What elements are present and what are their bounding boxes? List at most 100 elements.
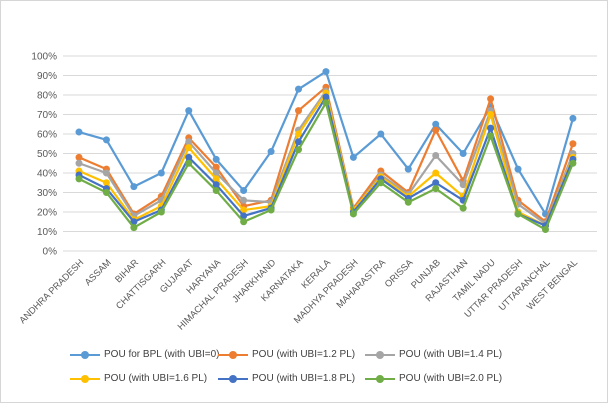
series-marker bbox=[267, 206, 275, 214]
legend-label: POU (with UBI=1.4 PL) bbox=[399, 349, 503, 360]
x-category-label: MAHARASTRA bbox=[335, 257, 388, 310]
legend-item-ubi-1-8: POU (with UBI=1.8 PL) bbox=[218, 373, 365, 384]
legend-label: POU for BPL (with UBI=0) bbox=[104, 349, 220, 360]
series-marker bbox=[295, 85, 303, 93]
series-marker bbox=[487, 95, 495, 103]
legend-item-ubi-1-2: POU (with UBI=1.2 PL) bbox=[218, 349, 365, 360]
y-tick-label: 70% bbox=[37, 110, 57, 121]
y-tick-label: 10% bbox=[37, 227, 57, 238]
series-marker bbox=[349, 210, 357, 218]
legend-marker-icon bbox=[218, 374, 248, 383]
series-marker bbox=[569, 114, 577, 122]
series-marker bbox=[295, 107, 303, 115]
series-marker bbox=[377, 130, 385, 138]
series-marker bbox=[432, 185, 440, 193]
x-category-label: CHATTISGARH bbox=[114, 257, 168, 311]
series-marker bbox=[212, 181, 220, 189]
legend-marker-icon bbox=[365, 374, 395, 383]
series-marker bbox=[487, 111, 495, 118]
series-marker bbox=[157, 169, 165, 177]
series-marker bbox=[212, 169, 220, 177]
series-marker bbox=[459, 181, 467, 189]
series-marker bbox=[102, 169, 110, 177]
legend-label: POU (with UBI=1.8 PL) bbox=[252, 373, 356, 384]
series-marker bbox=[432, 169, 440, 177]
series-marker bbox=[514, 165, 522, 173]
x-category-label: ASSAM bbox=[83, 257, 113, 287]
series-marker bbox=[102, 179, 110, 187]
legend-label: POU (with UBI=1.6 PL) bbox=[104, 373, 208, 384]
y-tick-label: 0% bbox=[43, 247, 58, 258]
series-marker bbox=[267, 148, 275, 156]
y-tick-label: 30% bbox=[37, 188, 57, 199]
series-marker bbox=[75, 175, 83, 183]
legend-label: POU (with UBI=2.0 PL) bbox=[399, 373, 503, 384]
y-tick-label: 60% bbox=[37, 130, 57, 141]
y-tick-label: 50% bbox=[37, 149, 57, 160]
y-tick-label: 100% bbox=[31, 52, 57, 63]
series-marker bbox=[185, 144, 193, 152]
series-marker bbox=[212, 187, 220, 195]
legend-marker-icon bbox=[70, 350, 100, 359]
series-marker bbox=[404, 165, 412, 173]
legend-marker-icon bbox=[70, 374, 100, 383]
series-marker bbox=[102, 136, 110, 144]
series-marker bbox=[404, 198, 412, 206]
series-marker bbox=[432, 126, 440, 134]
chart-legend: POU for BPL (with UBI=0) POU (with UBI=1… bbox=[70, 349, 535, 384]
legend-label: POU (with UBI=1.2 PL) bbox=[252, 349, 356, 360]
series-marker bbox=[240, 206, 248, 214]
series-marker bbox=[377, 179, 385, 187]
series-marker bbox=[240, 196, 248, 204]
x-category-label: ANDHRA PRADESH bbox=[17, 257, 85, 325]
series-marker bbox=[102, 189, 110, 196]
series-marker bbox=[130, 183, 138, 191]
series-marker bbox=[569, 140, 577, 148]
series-marker bbox=[295, 130, 303, 138]
series-marker bbox=[185, 107, 193, 115]
series-marker bbox=[322, 99, 330, 107]
legend-marker-icon bbox=[218, 350, 248, 359]
series-marker bbox=[185, 159, 193, 167]
y-tick-label: 40% bbox=[37, 169, 57, 180]
series-marker bbox=[459, 150, 467, 157]
legend-item-ubi-1-6: POU (with UBI=1.6 PL) bbox=[70, 373, 218, 384]
series-marker bbox=[185, 138, 193, 146]
x-category-label: WEST BENGAL bbox=[525, 257, 579, 311]
series-marker bbox=[514, 210, 522, 218]
y-tick-label: 20% bbox=[37, 208, 57, 219]
series-marker bbox=[157, 208, 165, 216]
series-marker bbox=[240, 187, 248, 195]
y-tick-label: 90% bbox=[37, 71, 57, 82]
series-marker bbox=[432, 179, 440, 187]
series-marker bbox=[185, 153, 193, 161]
series-marker bbox=[295, 146, 303, 154]
legend-item-ubi-2-0: POU (with UBI=2.0 PL) bbox=[365, 373, 535, 384]
legend-marker-icon bbox=[365, 350, 395, 359]
series-marker bbox=[349, 153, 357, 161]
series-marker bbox=[240, 212, 248, 220]
series-marker bbox=[432, 120, 440, 128]
y-tick-label: 80% bbox=[37, 91, 57, 102]
series-marker bbox=[212, 175, 220, 183]
series-marker bbox=[130, 224, 138, 232]
legend-item-ubi-0: POU for BPL (with UBI=0) bbox=[70, 349, 220, 360]
series-marker bbox=[75, 128, 83, 136]
series-marker bbox=[432, 151, 440, 159]
series-marker bbox=[459, 204, 467, 212]
series-marker bbox=[322, 93, 330, 101]
series-marker bbox=[130, 218, 138, 226]
series-marker bbox=[322, 68, 330, 76]
series-marker bbox=[240, 218, 248, 226]
series-marker bbox=[75, 153, 83, 161]
series-marker bbox=[75, 159, 83, 167]
legend-item-ubi-1-4: POU (with UBI=1.4 PL) bbox=[365, 349, 535, 360]
series-marker bbox=[541, 226, 549, 234]
series-marker bbox=[212, 155, 220, 163]
series-marker bbox=[487, 124, 495, 132]
series-marker bbox=[569, 159, 577, 167]
series-marker bbox=[295, 138, 303, 146]
series-marker bbox=[212, 163, 220, 171]
